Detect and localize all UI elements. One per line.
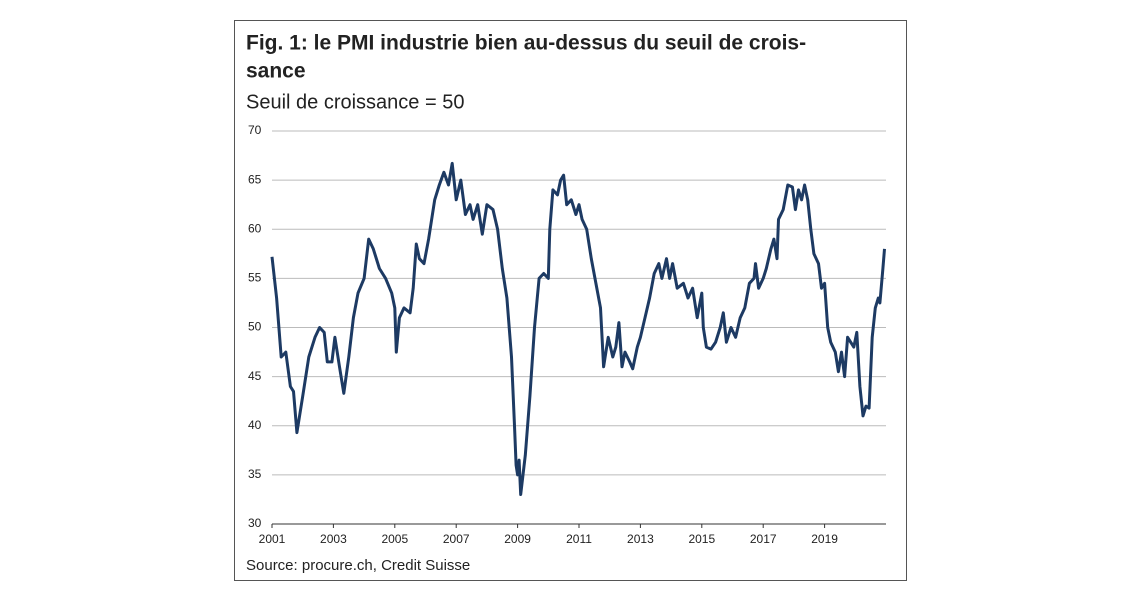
y-tick-label: 60 — [248, 221, 262, 235]
chart-title: Fig. 1: le PMI industrie bien au-dessus … — [246, 32, 806, 55]
x-tick-label: 2011 — [566, 532, 592, 546]
x-tick-label: 2001 — [259, 532, 286, 546]
y-tick-label: 45 — [248, 369, 262, 383]
frame — [234, 20, 907, 581]
x-tick-label: 2015 — [688, 532, 715, 546]
x-tick-label: 2003 — [320, 532, 347, 546]
data-line — [270, 161, 886, 496]
y-tick-label: 35 — [248, 467, 262, 481]
y-tick-label: 65 — [248, 172, 262, 186]
source-note: Source: procure.ch, Credit Suisse — [246, 557, 470, 574]
y-tick-label: 30 — [248, 516, 262, 530]
y-tick-label: 40 — [248, 418, 262, 432]
x-tick-label: 2005 — [381, 532, 408, 546]
x-tick-label: 2007 — [443, 532, 470, 546]
x-tick-label: 2017 — [750, 532, 777, 546]
y-tick-label: 55 — [248, 271, 262, 285]
y-tick-label: 50 — [248, 320, 262, 334]
y-tick-label: 70 — [248, 123, 262, 137]
x-tick-label: 2009 — [504, 532, 531, 546]
chart-subtitle: Seuil de croissance = 50 — [246, 91, 464, 113]
chart-title: sance — [246, 60, 306, 83]
x-tick-label: 2019 — [811, 532, 838, 546]
x-tick-label: 2013 — [627, 532, 654, 546]
